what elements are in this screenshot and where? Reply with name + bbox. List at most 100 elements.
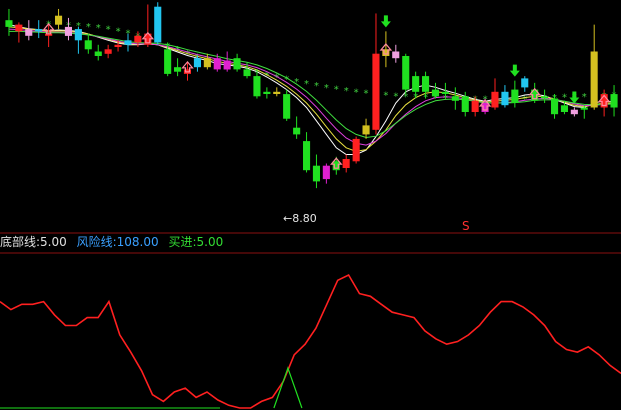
- candle-body: [590, 51, 598, 108]
- indicator-panel: [0, 273, 621, 409]
- dotted-line-mark: *: [354, 87, 359, 98]
- candle-body: [303, 141, 311, 171]
- candle-body: [531, 89, 539, 101]
- candle-body: [600, 94, 608, 108]
- dotted-line-mark: *: [433, 93, 438, 104]
- candle-body: [372, 53, 380, 130]
- candle-body: [273, 91, 281, 94]
- candle-body: [223, 60, 231, 70]
- candle-body: [124, 40, 132, 45]
- candle-body: [402, 56, 410, 90]
- dotted-line-mark: *: [96, 23, 101, 34]
- candle-body: [481, 103, 489, 112]
- candle-body: [382, 49, 390, 56]
- candle-body: [312, 165, 320, 182]
- candle-body: [15, 24, 23, 32]
- dotted-line-mark: *: [562, 93, 567, 104]
- dotted-line-mark: *: [393, 91, 398, 102]
- dotted-line-mark: *: [284, 75, 289, 86]
- dotted-line-mark: *: [294, 77, 299, 88]
- candle-body: [541, 96, 549, 99]
- candle-body: [451, 96, 459, 101]
- candle-body: [45, 33, 53, 36]
- low-price-label: ←8.80: [283, 212, 317, 225]
- candle-body: [203, 58, 211, 68]
- candle-body: [233, 58, 241, 70]
- dotted-line-mark: *: [383, 90, 388, 101]
- candle-body: [94, 51, 102, 56]
- candle-body: [144, 33, 152, 45]
- candle-body: [74, 29, 82, 41]
- candle-body: [154, 6, 162, 43]
- candle-body: [35, 29, 43, 32]
- candle-body: [164, 49, 172, 74]
- candle-body: [362, 125, 370, 135]
- candle-body: [431, 89, 439, 97]
- price-panel: ****************************************…: [5, 2, 618, 189]
- legend-risk-line: 风险线:108.00: [76, 235, 159, 249]
- buy-signal-spike: [273, 366, 303, 409]
- candle-body: [511, 89, 519, 103]
- sell-signal: S: [462, 219, 470, 233]
- candle-body: [471, 100, 479, 112]
- candle-body: [342, 159, 350, 168]
- dotted-line-mark: *: [334, 85, 339, 96]
- up-arrow-icon: [528, 87, 541, 100]
- candle-body: [352, 138, 360, 162]
- candle-body: [392, 51, 400, 59]
- candle-body: [64, 26, 72, 36]
- dotted-line-mark: *: [76, 21, 81, 32]
- candle-body: [560, 105, 568, 112]
- indicator-line: [0, 273, 621, 409]
- candle-body: [551, 98, 559, 115]
- dotted-line-mark: *: [344, 86, 349, 97]
- dotted-line-mark: *: [304, 79, 309, 90]
- down-arrow-icon: [569, 91, 580, 104]
- up-arrow-icon: [181, 60, 194, 73]
- dotted-line-mark: *: [324, 83, 329, 94]
- candle-body: [213, 58, 221, 70]
- candle-body: [263, 91, 271, 94]
- legend-buy-line: 买进:5.00: [168, 235, 224, 249]
- candle-body: [422, 76, 430, 92]
- up-arrow-icon: [379, 43, 393, 55]
- candle-body: [25, 29, 33, 36]
- dotted-line-mark: *: [364, 89, 369, 100]
- indicator-legend: 底部线:5.00 风险线:108.00 买进:5.00: [0, 233, 229, 251]
- candle-body: [570, 109, 578, 115]
- down-arrow-icon: [380, 15, 391, 28]
- up-arrow-icon: [42, 22, 55, 35]
- candle-body: [501, 91, 509, 106]
- candle-body: [114, 44, 122, 47]
- dotted-line-mark: *: [403, 92, 408, 103]
- dotted-line-mark: *: [274, 72, 279, 83]
- candle-body: [253, 76, 261, 97]
- candle-body: [84, 40, 92, 50]
- up-arrow-icon: [141, 31, 155, 44]
- legend-bottom-line: 底部线:5.00: [0, 235, 67, 249]
- dotted-line-mark: *: [185, 49, 190, 60]
- candle-body: [134, 35, 142, 43]
- candle-body: [580, 107, 588, 110]
- candle-body: [55, 15, 63, 25]
- candle-body: [104, 49, 112, 54]
- candle-body: [283, 94, 291, 119]
- up-arrow-icon: [478, 99, 492, 111]
- candle-body: [412, 76, 420, 92]
- candle-body: [193, 58, 201, 68]
- candle-body: [293, 127, 301, 135]
- candle-body: [174, 67, 182, 72]
- candle-body: [610, 94, 618, 108]
- candle-body: [521, 78, 529, 88]
- dotted-line-mark: *: [314, 81, 319, 92]
- candle-body: [332, 161, 340, 171]
- candle-body: [5, 20, 13, 27]
- up-arrow-icon: [330, 157, 343, 169]
- dotted-line-mark: *: [582, 92, 587, 103]
- candle-body: [322, 165, 330, 180]
- dotted-line-mark: *: [86, 22, 91, 33]
- candle-body: [461, 96, 469, 112]
- dotted-line-mark: *: [264, 70, 269, 81]
